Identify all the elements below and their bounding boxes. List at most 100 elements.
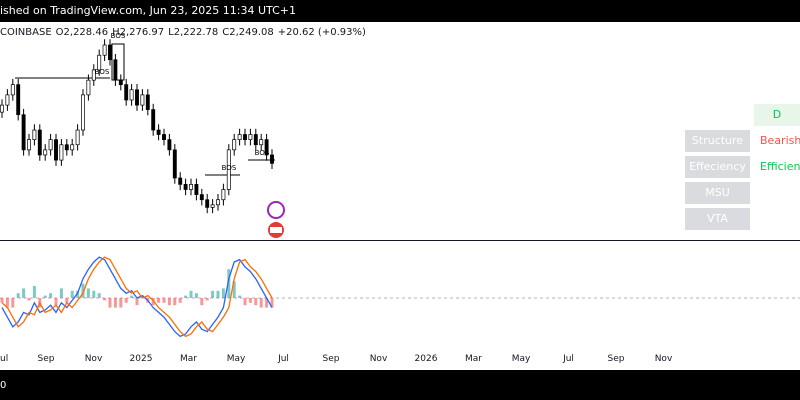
oscillator-line (1, 256, 273, 338)
candle-body (118, 79, 123, 86)
bottom-bar: 0 (0, 370, 800, 400)
candle-body (16, 84, 21, 116)
candle-body (102, 44, 107, 56)
ohlc-key: H (112, 27, 120, 38)
histogram-bar (70, 290, 74, 298)
histogram-bar (86, 288, 90, 298)
ohlc-value: 2,249.08 (229, 27, 274, 38)
bos-label: BOS (222, 164, 237, 172)
ohlc-key: L (168, 27, 174, 38)
histogram-bar (140, 295, 144, 298)
time-label: 2025 (130, 354, 153, 364)
candle-body (216, 199, 220, 206)
row-label: Effeciency (685, 156, 750, 178)
histogram-bar (92, 290, 96, 298)
histogram-bar (221, 288, 225, 298)
candle-body (221, 189, 226, 201)
publish-info: ished on TradingView.com, Jun 23, 2025 1… (0, 4, 297, 17)
time-label: May (227, 354, 246, 364)
histogram-bar (167, 298, 171, 306)
ohlc-key: C (222, 27, 230, 38)
footer-text: 0 (0, 380, 7, 391)
candle-body (237, 134, 242, 140)
histogram-bar (27, 298, 31, 301)
time-label: Sep (323, 354, 340, 364)
candle-body (32, 129, 37, 140)
candle-body (43, 149, 48, 156)
time-label: 2026 (415, 354, 438, 364)
row-label: VTA (685, 208, 750, 230)
histogram-bar (32, 286, 36, 298)
histogram-bar (49, 293, 53, 298)
histogram-bar (43, 295, 47, 298)
candle-body (167, 139, 172, 151)
histogram-bar (270, 298, 274, 308)
histogram-bar (11, 298, 15, 308)
bos-label: BOS (95, 68, 110, 76)
histogram-bar (0, 298, 4, 303)
histogram-bar (76, 290, 80, 298)
candle-body (81, 94, 85, 131)
histogram-bar (216, 290, 220, 298)
candle-body (27, 139, 31, 151)
candle-body (64, 144, 69, 151)
histogram-bar (162, 298, 166, 303)
candle-body (226, 149, 231, 190)
histogram-bar (103, 298, 107, 301)
histogram-bar (151, 298, 155, 306)
histogram-bar (135, 298, 139, 306)
histogram-bar (200, 298, 204, 306)
ohlc-value: 2,228.46 (63, 27, 109, 38)
row-value: Efficien (754, 156, 800, 178)
histogram-bar (54, 298, 58, 306)
candle-body (253, 134, 258, 146)
candle-body (232, 139, 237, 151)
time-label: Jul (562, 354, 574, 364)
histogram-bar (189, 290, 193, 298)
row-label: MSU (685, 182, 750, 204)
time-label: Mar (180, 354, 197, 364)
time-label: Mar (465, 354, 482, 364)
candle-body (151, 109, 156, 131)
candle-body (259, 139, 264, 146)
time-label: ul (0, 354, 8, 364)
candle-body (135, 89, 139, 106)
chart: BOS BOS BOS BOS ul Sep Nov 2025 Mar May Jul Sep Nov 2… (0, 32, 800, 364)
histogram-bar (194, 293, 198, 298)
change: +20.62 (+0.93%) (277, 27, 366, 38)
candle-body (140, 94, 145, 106)
histogram-bar (173, 298, 177, 306)
candle-body (172, 149, 177, 179)
histogram-bar (248, 298, 252, 303)
symbol: COINBASE (0, 27, 52, 38)
candle-body (108, 44, 112, 61)
bos-label: BOS (255, 149, 270, 157)
candle-body (97, 54, 102, 71)
histogram-bar (184, 295, 188, 298)
candle-body (91, 69, 96, 81)
histogram-bar (124, 298, 128, 303)
candle-body (54, 139, 58, 161)
histogram-bar (108, 298, 112, 308)
histogram-bar (211, 290, 215, 298)
histogram-bar (81, 283, 85, 298)
candle-body (156, 129, 161, 135)
row-value: Bearish (754, 130, 800, 152)
zone-box (111, 43, 125, 81)
candle-body (178, 177, 183, 185)
time-label: Nov (655, 354, 673, 364)
candle-body (248, 134, 253, 140)
table-header: D (754, 104, 800, 126)
time-label: Sep (38, 354, 55, 364)
ohlc-value: 2,276.97 (119, 27, 165, 38)
histogram-bar (16, 293, 20, 298)
time-label: Jul (277, 354, 289, 364)
histogram-bar (22, 288, 26, 298)
candle-body (5, 94, 10, 106)
histogram-bar (259, 298, 263, 308)
candle-body (59, 144, 64, 161)
histogram-bar (254, 298, 258, 306)
row-label: Structure (685, 130, 750, 152)
candle-body (194, 184, 199, 195)
